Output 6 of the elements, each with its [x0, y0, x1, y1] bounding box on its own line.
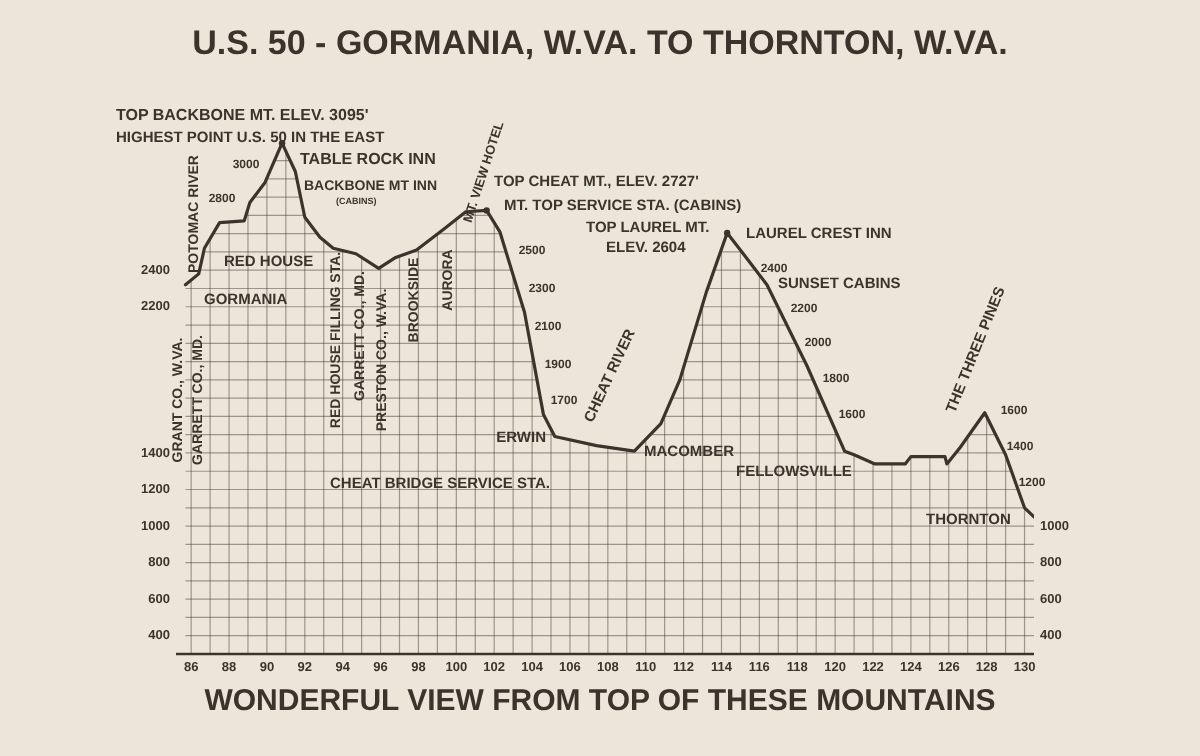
point — [723, 229, 731, 237]
chart-title: U.S. 50 - GORMANIA, W.VA. TO THORNTON, W.VA. — [192, 24, 1008, 62]
text: WONDERFUL VIEW FROM TOP OF THESE MOUNTAINS — [204, 684, 996, 718]
point — [483, 207, 490, 214]
annotation: TABLE ROCK INN — [300, 150, 437, 168]
annotation: TOP BACKBONE MT. ELEV. 3095' — [116, 106, 369, 124]
